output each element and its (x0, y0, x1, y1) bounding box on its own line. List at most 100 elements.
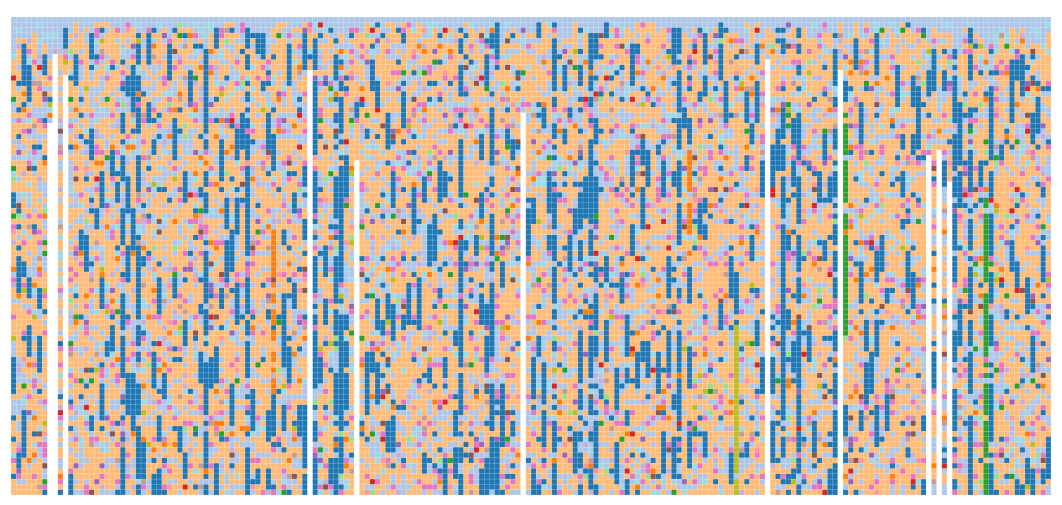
heatmap-cell (224, 283, 229, 288)
heatmap-cell (99, 113, 104, 118)
heatmap-cell (245, 330, 250, 335)
heatmap-cell (42, 352, 47, 357)
heatmap-cell (110, 325, 115, 330)
heatmap-cell (224, 468, 229, 473)
heatmap-cell (99, 17, 104, 22)
heatmap-cell (219, 341, 224, 346)
heatmap-cell (162, 283, 167, 288)
heatmap-cell (120, 160, 125, 165)
heatmap-cell (79, 219, 84, 224)
heatmap-cell (32, 447, 37, 452)
heatmap-cell (79, 277, 84, 282)
heatmap-cell (172, 341, 177, 346)
heatmap-cell (203, 192, 208, 197)
heatmap-cell (276, 113, 281, 118)
heatmap-cell (292, 468, 297, 473)
heatmap-cell (73, 49, 78, 54)
heatmap-cell (240, 399, 245, 404)
heatmap-cell (141, 240, 146, 245)
heatmap-cell (261, 309, 266, 314)
heatmap-cell (261, 293, 266, 298)
heatmap-cell (63, 283, 68, 288)
heatmap-cell (183, 293, 188, 298)
heatmap-cell (157, 463, 162, 468)
heatmap-cell (266, 261, 271, 266)
heatmap-cell (240, 97, 245, 102)
heatmap-cell (167, 28, 172, 33)
heatmap-cell (177, 447, 182, 452)
heatmap-cell (214, 235, 219, 240)
heatmap-cell (261, 28, 266, 33)
heatmap-cell (115, 107, 120, 112)
heatmap-cell (287, 91, 292, 96)
heatmap-cell (271, 38, 276, 43)
heatmap-cell (125, 410, 130, 415)
heatmap-cell (32, 283, 37, 288)
heatmap-cell (229, 171, 234, 176)
heatmap-cell (287, 405, 292, 410)
heatmap-cell (16, 373, 21, 378)
heatmap-cell (16, 309, 21, 314)
heatmap-cell (240, 86, 245, 91)
heatmap-cell (125, 298, 130, 303)
heatmap-cell (167, 22, 172, 27)
heatmap-cell (151, 463, 156, 468)
heatmap-cell (131, 44, 136, 49)
heatmap-cell (21, 107, 26, 112)
heatmap-cell (99, 368, 104, 373)
heatmap-cell (11, 91, 16, 96)
heatmap-cell (292, 362, 297, 367)
heatmap-cell (68, 17, 73, 22)
heatmap-cell (131, 346, 136, 351)
heatmap-cell (240, 283, 245, 288)
heatmap-cell (281, 171, 286, 176)
heatmap-cell (214, 447, 219, 452)
heatmap-cell (58, 245, 63, 250)
heatmap-cell (37, 182, 42, 187)
heatmap-cell (110, 357, 115, 362)
heatmap-cell (281, 33, 286, 38)
heatmap-cell (261, 44, 266, 49)
heatmap-cell (219, 97, 224, 102)
heatmap-cell (229, 458, 234, 463)
heatmap-cell (177, 107, 182, 112)
heatmap-cell (167, 251, 172, 256)
heatmap-cell (183, 362, 188, 367)
heatmap-cell (292, 81, 297, 86)
heatmap-cell (245, 129, 250, 134)
heatmap-cell (68, 368, 73, 373)
heatmap-cell (287, 107, 292, 112)
heatmap-cell (11, 235, 16, 240)
heatmap-cell (63, 118, 68, 123)
heatmap-cell (229, 118, 234, 123)
heatmap-cell (281, 256, 286, 261)
heatmap-cell (131, 219, 136, 224)
heatmap-cell (287, 389, 292, 394)
heatmap-cell (281, 394, 286, 399)
heatmap-cell (58, 22, 63, 27)
heatmap-cell (292, 288, 297, 293)
heatmap-cell (214, 479, 219, 484)
heatmap-cell (219, 91, 224, 96)
heatmap-cell (11, 373, 16, 378)
heatmap-cell (255, 362, 260, 367)
heatmap-cell (151, 192, 156, 197)
heatmap-cell (47, 160, 52, 165)
heatmap-cell (89, 44, 94, 49)
heatmap-cell (209, 229, 214, 234)
heatmap-cell (131, 107, 136, 112)
heatmap-cell (240, 421, 245, 426)
heatmap-cell (79, 144, 84, 149)
heatmap-cell (73, 283, 78, 288)
heatmap-cell (229, 235, 234, 240)
heatmap-cell (32, 91, 37, 96)
heatmap-cell (94, 224, 99, 229)
heatmap-cell (229, 22, 234, 27)
heatmap-cell (271, 484, 276, 489)
heatmap-cell (94, 229, 99, 234)
heatmap-cell (209, 320, 214, 325)
heatmap-cell (125, 192, 130, 197)
heatmap-cell (131, 113, 136, 118)
heatmap-cell (21, 362, 26, 367)
heatmap-cell (120, 357, 125, 362)
